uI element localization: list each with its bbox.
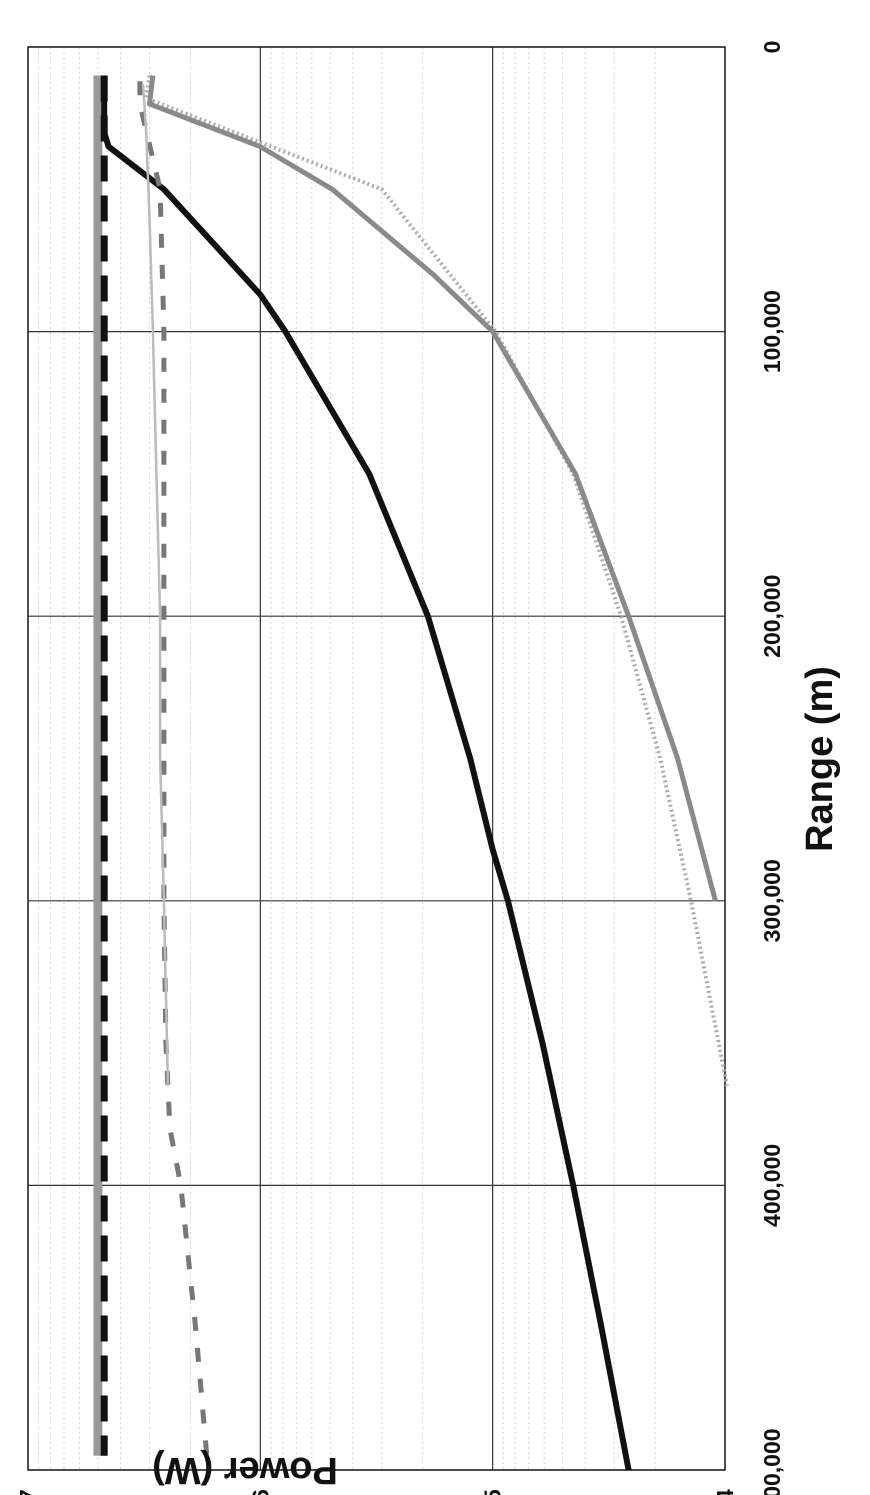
x-tick-label: 300,000: [759, 859, 785, 942]
x-axis-title: Range (m): [799, 666, 841, 852]
y-tick-label: 1.E+07: [15, 1489, 41, 1495]
y-tick-label: 1.E+05: [480, 1489, 506, 1495]
series-line-7: [147, 75, 718, 902]
y-tick-label: 1.E+04: [712, 1489, 738, 1495]
x-tick-label: 0: [759, 41, 785, 54]
series-line-3: [101, 75, 632, 1471]
x-tick-label: 200,000: [759, 575, 785, 658]
series-group: [93, 75, 729, 1471]
grid: [27, 46, 726, 1471]
x-tick-label: 400,000: [759, 1144, 785, 1227]
y-tick-label: 1.E+06: [247, 1489, 273, 1495]
plot-area: [27, 46, 726, 1471]
x-tick-label: 500,000: [759, 1428, 785, 1495]
x-tick-label: 100,000: [759, 290, 785, 373]
series-line-4: [137, 81, 210, 1457]
y-tick-labels: 1.E+04 1.E+05 1.E+06 1.E+07: [15, 1489, 738, 1495]
x-tick-labels: 0 100,000 200,000 300,000 400,000 500,000: [759, 41, 785, 1495]
series-line-5: [141, 83, 170, 1086]
y-axis-title: Power (W): [152, 1449, 338, 1491]
series-line-6: [144, 75, 729, 1087]
